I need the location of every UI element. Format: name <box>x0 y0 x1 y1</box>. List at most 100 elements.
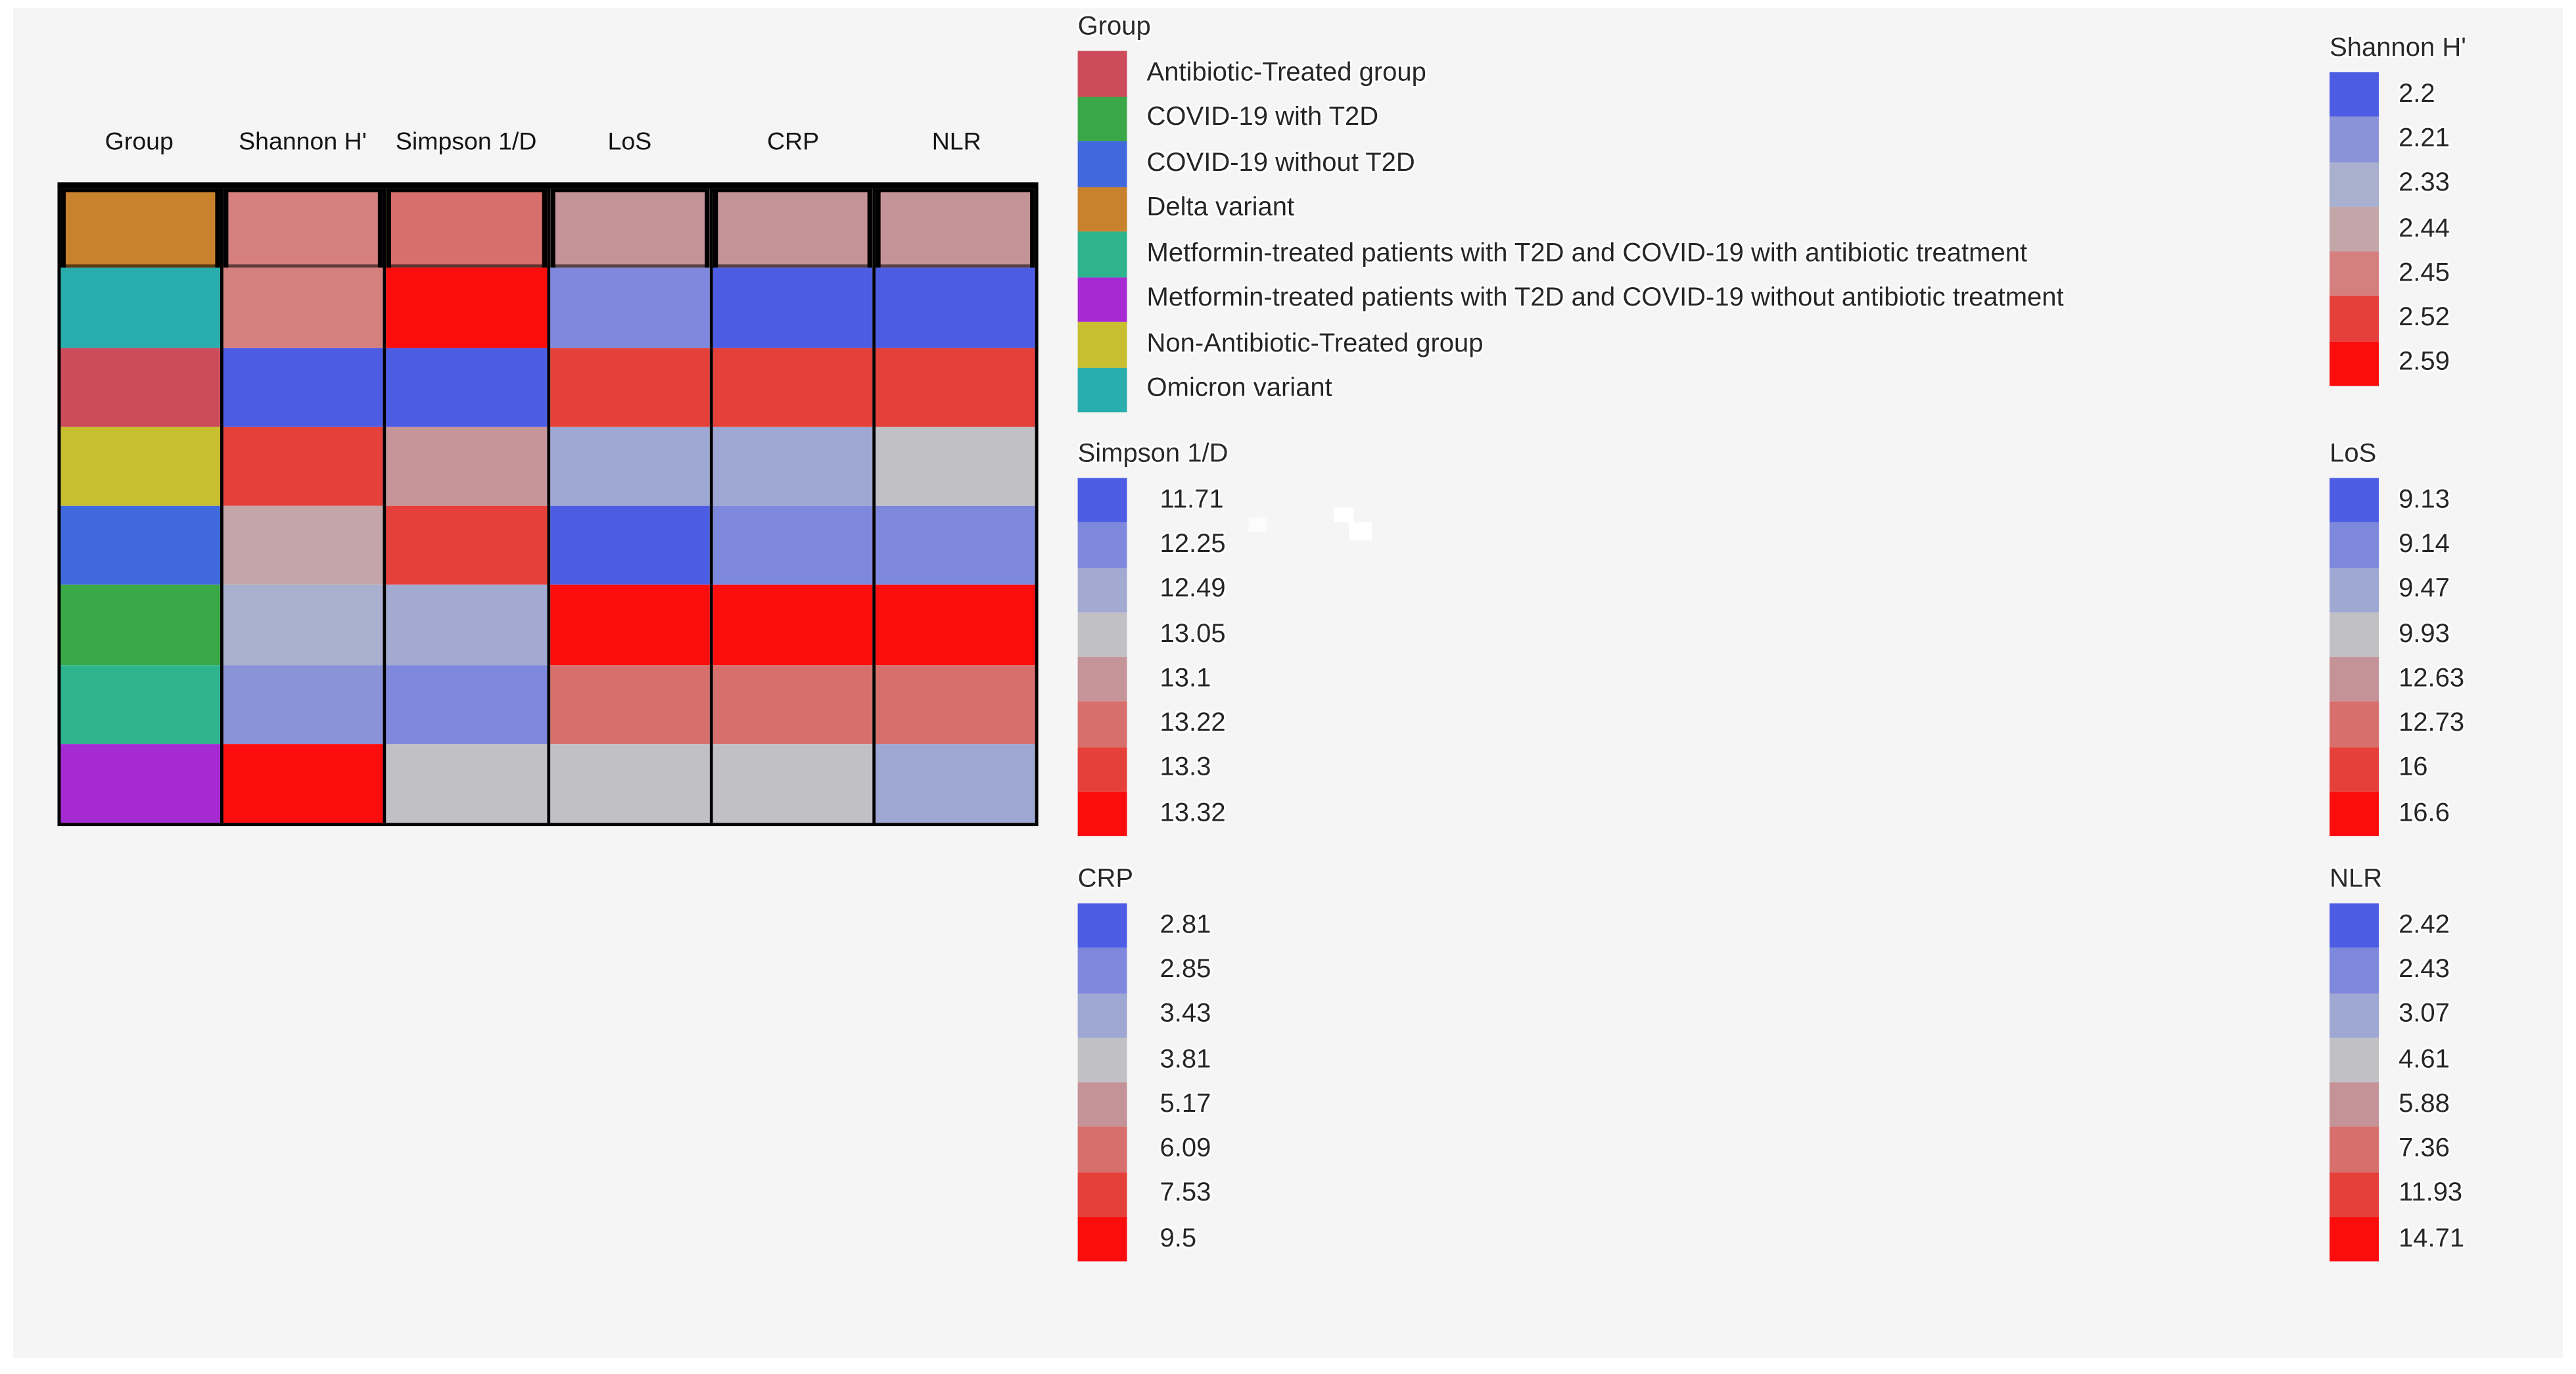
legend-item-nlr-3-07[interactable]: 3.07 <box>2330 993 2464 1038</box>
heatmap-cell-simpson-row5[interactable] <box>386 505 547 585</box>
legend-item-shannon-2-2[interactable]: 2.2 <box>2330 72 2466 118</box>
legend-item-simpson-11-71[interactable]: 11.71 <box>1077 478 1229 523</box>
legend-item-nlr-2-43[interactable]: 2.43 <box>2330 948 2464 994</box>
legend-item-crp-3-43[interactable]: 3.43 <box>1077 993 1211 1038</box>
legend-item-crp-2-85[interactable]: 2.85 <box>1077 948 1211 994</box>
heatmap-cell-shannon-row8[interactable] <box>223 743 384 823</box>
heatmap-cell-nlr-row8[interactable] <box>875 743 1035 823</box>
heatmap-cell-nlr-row3[interactable] <box>875 347 1035 427</box>
column-header-group: Group <box>105 127 174 156</box>
legend-item-label: 4.61 <box>2399 1045 2450 1074</box>
legend-item-group-covid-19-with-t2d[interactable]: COVID-19 with T2D <box>1077 96 2064 141</box>
legend-swatch-shannon-2-59 <box>2330 341 2379 386</box>
heatmap-cell-crp-row5[interactable] <box>712 505 872 585</box>
heatmap-cell-group-row6[interactable] <box>60 585 221 664</box>
legend-item-shannon-2-44[interactable]: 2.44 <box>2330 206 2466 252</box>
heatmap-cell-shannon-row4[interactable] <box>223 426 384 506</box>
heatmap-cell-shannon-row3[interactable] <box>223 347 384 427</box>
heatmap-cell-shannon-row2[interactable] <box>223 268 384 348</box>
heatmap-cell-simpson-row3[interactable] <box>386 347 547 427</box>
heatmap-cell-group-row3[interactable] <box>60 347 221 427</box>
legend-item-simpson-13-1[interactable]: 13.1 <box>1077 657 1229 702</box>
legend-item-group-delta-variant[interactable]: Delta variant <box>1077 186 2064 232</box>
legend-item-los-9-14[interactable]: 9.14 <box>2330 522 2464 568</box>
legend-item-crp-6-09[interactable]: 6.09 <box>1077 1127 1211 1172</box>
heatmap-cell-simpson-row6[interactable] <box>386 585 547 664</box>
legend-item-simpson-13-22[interactable]: 13.22 <box>1077 702 1229 747</box>
legend-item-group-antibiotic-treated-group[interactable]: Antibiotic-Treated group <box>1077 51 2064 97</box>
legend-item-los-12-63[interactable]: 12.63 <box>2330 657 2464 702</box>
heatmap-cell-los-row7[interactable] <box>550 664 709 744</box>
heatmap-cell-crp-row1[interactable] <box>712 189 872 269</box>
legend-item-nlr-4-61[interactable]: 4.61 <box>2330 1038 2464 1083</box>
heatmap-cell-crp-row7[interactable] <box>712 664 872 744</box>
legend-item-crp-9-5[interactable]: 9.5 <box>1077 1217 1211 1262</box>
heatmap-cell-crp-row4[interactable] <box>712 426 872 506</box>
legend-item-crp-2-81[interactable]: 2.81 <box>1077 903 1211 948</box>
heatmap-cell-group-row2[interactable] <box>60 268 221 348</box>
heatmap-cell-nlr-row2[interactable] <box>875 268 1035 348</box>
heatmap-cell-simpson-row4[interactable] <box>386 426 547 506</box>
legend-item-los-9-13[interactable]: 9.13 <box>2330 478 2464 523</box>
heatmap-cell-nlr-row6[interactable] <box>875 585 1035 664</box>
legend-item-group-covid-19-without-t2d[interactable]: COVID-19 without T2D <box>1077 141 2064 187</box>
heatmap-cell-shannon-row5[interactable] <box>223 505 384 585</box>
heatmap-cell-shannon-row7[interactable] <box>223 664 384 744</box>
legend-item-simpson-13-05[interactable]: 13.05 <box>1077 612 1229 658</box>
legend-item-group-non-antibiotic-treated-group[interactable]: Non-Antibiotic-Treated group <box>1077 321 2064 367</box>
heatmap-cell-crp-row2[interactable] <box>712 268 872 348</box>
legend-item-nlr-14-71[interactable]: 14.71 <box>2330 1217 2464 1262</box>
heatmap-cell-group-row7[interactable] <box>60 664 221 744</box>
heatmap-cell-nlr-row5[interactable] <box>875 505 1035 585</box>
heatmap-cell-crp-row6[interactable] <box>712 585 872 664</box>
legend-item-shannon-2-33[interactable]: 2.33 <box>2330 162 2466 207</box>
heatmap-cell-los-row6[interactable] <box>550 585 709 664</box>
heatmap-cell-los-row1[interactable] <box>550 189 709 269</box>
legend-item-group-omicron-variant[interactable]: Omicron variant <box>1077 367 2064 413</box>
legend-swatch-simpson-11-71 <box>1077 478 1127 523</box>
heatmap-cell-group-row4[interactable] <box>60 426 221 506</box>
legend-item-simpson-12-49[interactable]: 12.49 <box>1077 567 1229 612</box>
heatmap-cell-los-row8[interactable] <box>550 743 709 823</box>
legend-item-los-16-6[interactable]: 16.6 <box>2330 791 2464 837</box>
legend-item-simpson-13-32[interactable]: 13.32 <box>1077 791 1229 837</box>
legend-item-los-9-47[interactable]: 9.47 <box>2330 567 2464 612</box>
legend-item-simpson-13-3[interactable]: 13.3 <box>1077 746 1229 792</box>
heatmap-cell-crp-row8[interactable] <box>712 743 872 823</box>
legend-swatch-los-12-73 <box>2330 702 2379 747</box>
legend-item-nlr-11-93[interactable]: 11.93 <box>2330 1172 2464 1218</box>
legend-item-nlr-7-36[interactable]: 7.36 <box>2330 1127 2464 1172</box>
heatmap-cell-shannon-row1[interactable] <box>223 189 384 269</box>
legend-item-los-16[interactable]: 16 <box>2330 746 2464 792</box>
heatmap-cell-nlr-row1[interactable] <box>875 189 1035 269</box>
heatmap-cell-simpson-row1[interactable] <box>386 189 547 269</box>
legend-item-crp-7-53[interactable]: 7.53 <box>1077 1172 1211 1218</box>
heatmap-cell-los-row2[interactable] <box>550 268 709 348</box>
legend-item-crp-3-81[interactable]: 3.81 <box>1077 1038 1211 1083</box>
legend-item-simpson-12-25[interactable]: 12.25 <box>1077 522 1229 568</box>
heatmap-cell-simpson-row7[interactable] <box>386 664 547 744</box>
heatmap-cell-simpson-row8[interactable] <box>386 743 547 823</box>
legend-item-nlr-5-88[interactable]: 5.88 <box>2330 1082 2464 1128</box>
legend-item-group-metformin-treated-patients-with-t2d-and-covid-19-without-antibiotic-treatment[interactable]: Metformin-treated patients with T2D and … <box>1077 277 2064 322</box>
heatmap-cell-simpson-row2[interactable] <box>386 268 547 348</box>
legend-item-shannon-2-21[interactable]: 2.21 <box>2330 117 2466 162</box>
heatmap-cell-crp-row3[interactable] <box>712 347 872 427</box>
legend-item-crp-5-17[interactable]: 5.17 <box>1077 1082 1211 1128</box>
legend-item-los-12-73[interactable]: 12.73 <box>2330 702 2464 747</box>
legend-item-los-9-93[interactable]: 9.93 <box>2330 612 2464 658</box>
heatmap-cell-los-row5[interactable] <box>550 505 709 585</box>
heatmap-cell-shannon-row6[interactable] <box>223 585 384 664</box>
heatmap-cell-group-row5[interactable] <box>60 505 221 585</box>
heatmap-cell-nlr-row7[interactable] <box>875 664 1035 744</box>
legend-item-shannon-2-52[interactable]: 2.52 <box>2330 296 2466 342</box>
legend-item-shannon-2-59[interactable]: 2.59 <box>2330 341 2466 386</box>
heatmap-cell-los-row3[interactable] <box>550 347 709 427</box>
heatmap-cell-group-row1[interactable] <box>60 189 221 269</box>
legend-item-nlr-2-42[interactable]: 2.42 <box>2330 903 2464 948</box>
heatmap-cell-nlr-row4[interactable] <box>875 426 1035 506</box>
heatmap-cell-group-row8[interactable] <box>60 743 221 823</box>
legend-item-group-metformin-treated-patients-with-t2d-and-covid-19-with-antibiotic-treatment[interactable]: Metformin-treated patients with T2D and … <box>1077 231 2064 277</box>
legend-item-shannon-2-45[interactable]: 2.45 <box>2330 251 2466 297</box>
heatmap-cell-los-row4[interactable] <box>550 426 709 506</box>
